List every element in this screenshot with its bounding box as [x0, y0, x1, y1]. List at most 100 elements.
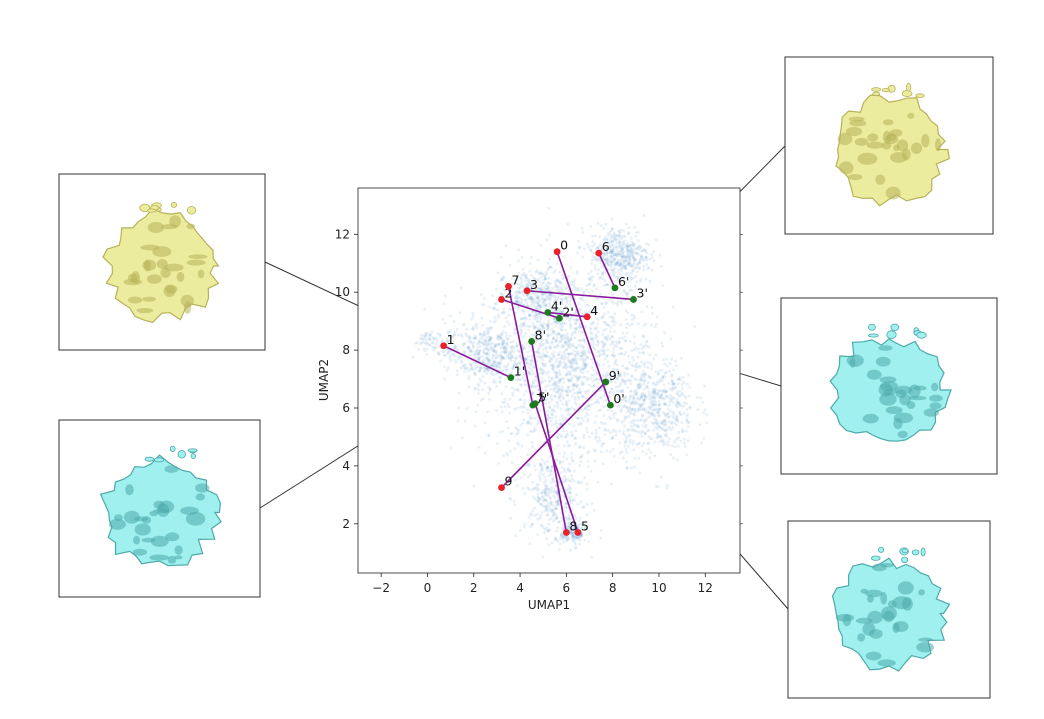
density-point [670, 388, 674, 392]
density-point [539, 275, 543, 279]
density-point [669, 337, 673, 341]
density-point [516, 374, 520, 378]
density-point [550, 327, 554, 331]
surface-shading [849, 358, 856, 368]
density-point [525, 408, 529, 412]
density-point [501, 400, 505, 404]
density-point [517, 248, 521, 252]
density-point [513, 359, 517, 363]
density-point [500, 355, 504, 358]
umap-density-cloud [411, 206, 709, 559]
density-point [566, 336, 570, 340]
density-point [425, 347, 429, 351]
density-point [524, 279, 527, 283]
density-point [616, 419, 620, 423]
density-point [550, 364, 554, 368]
density-point [497, 365, 501, 368]
density-point [560, 385, 564, 389]
density-point [481, 335, 484, 339]
density-point [633, 284, 637, 288]
density-point [488, 358, 492, 362]
density-point [531, 495, 535, 499]
density-point [634, 365, 638, 369]
density-point [608, 251, 612, 254]
density-point [609, 249, 613, 253]
density-point [582, 505, 586, 509]
density-point [561, 388, 565, 392]
density-point [600, 444, 604, 448]
density-point [559, 333, 563, 337]
density-point [654, 353, 658, 357]
density-point [572, 382, 576, 386]
density-point [640, 395, 644, 399]
density-point [602, 258, 606, 261]
density-point [618, 429, 622, 433]
density-point [568, 343, 572, 346]
density-point [579, 390, 583, 394]
density-point [595, 372, 599, 376]
density-point [623, 260, 627, 264]
density-point [624, 367, 627, 370]
density-point [562, 540, 566, 544]
density-point [608, 431, 612, 435]
density-point [560, 334, 564, 338]
density-point [529, 362, 533, 366]
density-point [550, 464, 554, 468]
density-point [583, 406, 587, 410]
density-point [561, 337, 565, 341]
density-point [554, 380, 558, 384]
density-point [632, 358, 636, 362]
density-point [671, 382, 675, 386]
density-point [569, 361, 573, 365]
density-point [546, 328, 550, 331]
density-point [676, 378, 680, 381]
density-point [661, 344, 665, 348]
density-point [463, 364, 467, 367]
density-point [685, 382, 689, 386]
density-point [627, 263, 631, 267]
density-point [459, 333, 463, 337]
density-point [418, 337, 422, 340]
density-point [579, 325, 583, 329]
density-point [663, 418, 667, 422]
density-point [483, 366, 487, 370]
density-point [566, 222, 570, 226]
density-point [568, 361, 572, 365]
density-point [644, 255, 648, 259]
density-point [606, 261, 610, 265]
density-point [622, 276, 626, 280]
density-point [603, 312, 607, 316]
density-point [508, 356, 511, 360]
density-point [543, 353, 547, 357]
density-point [554, 434, 558, 437]
density-point [613, 234, 617, 237]
density-point [505, 451, 508, 455]
density-point [627, 258, 631, 262]
density-point [562, 381, 566, 385]
density-point [700, 441, 703, 445]
density-point [637, 383, 641, 387]
density-point [564, 297, 567, 301]
density-point [576, 395, 580, 399]
density-point [638, 386, 642, 390]
density-point [682, 437, 686, 441]
density-point [661, 374, 665, 378]
density-point [536, 258, 540, 262]
density-point [623, 371, 626, 375]
density-point [458, 355, 462, 359]
density-point [651, 392, 655, 396]
density-point [546, 280, 550, 284]
density-point [672, 411, 676, 415]
density-point [576, 480, 580, 484]
density-point [515, 484, 519, 488]
density-point [648, 411, 651, 415]
density-point [520, 336, 524, 340]
density-point [642, 399, 646, 403]
density-point [619, 409, 623, 413]
density-point [586, 420, 590, 423]
density-point [581, 367, 585, 371]
density-point [620, 336, 624, 340]
density-point [548, 507, 552, 511]
density-point [551, 367, 555, 371]
